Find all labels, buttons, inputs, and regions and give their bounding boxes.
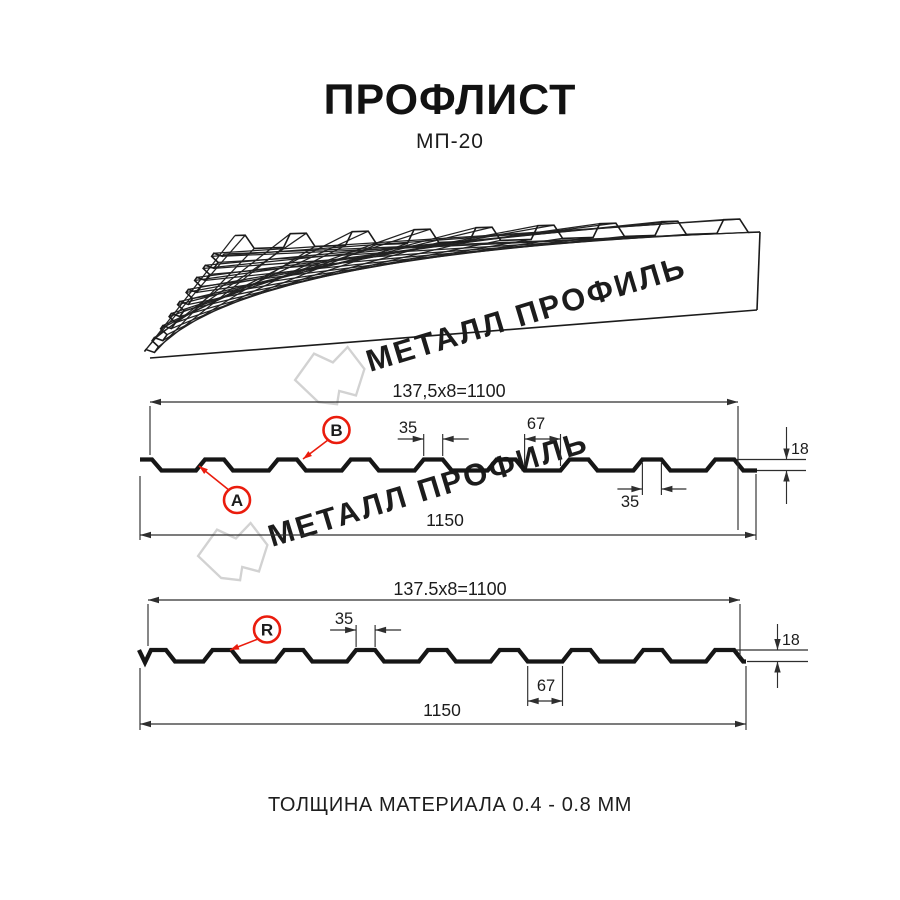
metal-profil-logo-watermark bbox=[293, 345, 366, 406]
cross-section-bottom: 137.5x8=1100 35 67 18 1150 R bbox=[137, 579, 808, 730]
sheet-3d-view bbox=[143, 218, 761, 359]
crest-width-dim-2: 35 bbox=[621, 493, 639, 511]
cross-section-top: 137,5x8=1100 35 67 35 18 1150 A B bbox=[139, 381, 809, 540]
callout-a-label: A bbox=[231, 491, 243, 510]
callout-r-label: R bbox=[261, 621, 273, 640]
overall-width-dim: 1150 bbox=[426, 510, 464, 530]
page-title: ПРОФЛИСТ bbox=[323, 76, 577, 124]
brand-watermark-text: МЕТАЛЛ ПРОФИЛЬ bbox=[264, 424, 593, 554]
watermark-layer: МЕТАЛЛ ПРОФИЛЬ МЕТАЛЛ ПРОФИЛЬ bbox=[196, 249, 691, 582]
crest-width-dim: 35 bbox=[399, 419, 417, 437]
coverage-width-dim: 137.5x8=1100 bbox=[393, 579, 506, 599]
page-subtitle: МП-20 bbox=[416, 130, 484, 153]
profile-height-dim: 18 bbox=[791, 441, 809, 458]
valley-width-dim: 67 bbox=[527, 415, 545, 433]
overall-width-dim: 1150 bbox=[423, 700, 461, 720]
material-thickness-note: ТОЛЩИНА МАТЕРИАЛА 0.4 - 0.8 ММ bbox=[267, 794, 632, 816]
metal-profil-logo-watermark bbox=[196, 521, 269, 582]
crest-width-dim: 35 bbox=[335, 610, 353, 628]
coverage-width-dim: 137,5x8=1100 bbox=[392, 381, 505, 401]
brand-watermark-text: МЕТАЛЛ ПРОФИЛЬ bbox=[362, 249, 691, 379]
callout-b-label: B bbox=[330, 421, 342, 440]
valley-width-dim: 67 bbox=[537, 677, 555, 695]
profile-height-dim: 18 bbox=[782, 632, 800, 649]
